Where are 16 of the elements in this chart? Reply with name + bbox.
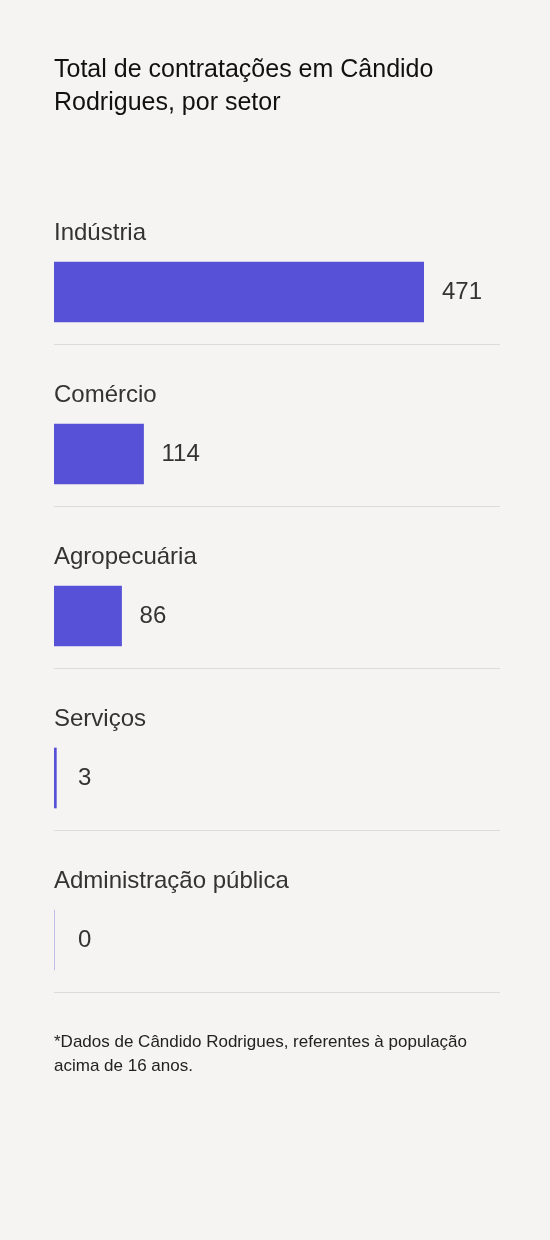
bar <box>54 585 122 647</box>
chart-title: Total de contratações em Cândido Rodrigues, por setor <box>54 53 435 117</box>
data-label: 471 <box>442 276 483 304</box>
text: *Dados de Cândido Rodrigues, referentes à população acima de 16 anos. <box>54 1031 468 1077</box>
data-label: 3 <box>78 762 92 790</box>
data-label: 86 <box>139 600 167 628</box>
y-tick-label: Administração pública <box>54 866 290 893</box>
bar <box>54 423 144 485</box>
y-tick-label: Serviços <box>54 704 147 731</box>
y-tick-label: Agropecuária <box>54 542 198 569</box>
data-label: 114 <box>161 438 200 466</box>
y-tick-label: Comércio <box>54 380 157 407</box>
y-tick-label: Indústria <box>54 218 147 245</box>
data-label: 0 <box>78 924 92 952</box>
bar <box>54 747 57 809</box>
bar <box>54 261 424 323</box>
